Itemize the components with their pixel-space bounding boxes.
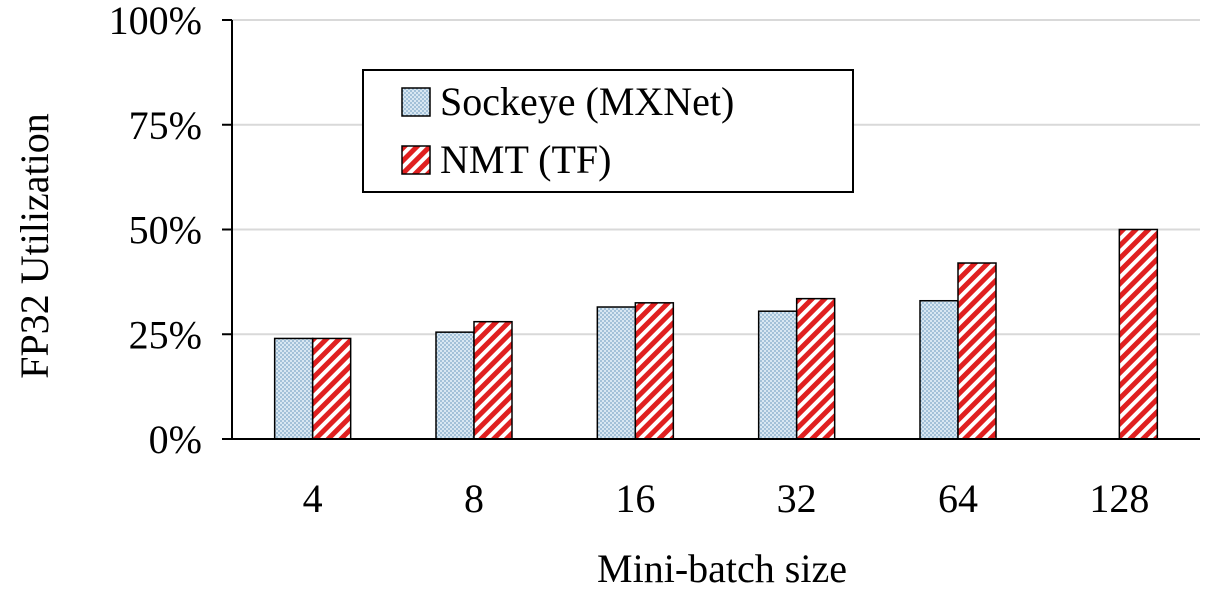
bar-sockeye — [273, 337, 314, 440]
legend-swatch-nmt — [401, 145, 431, 175]
x-axis-label: Mini-batch size — [597, 546, 847, 591]
x-tick-label: 32 — [777, 476, 817, 521]
y-tick-label: 75% — [129, 103, 202, 148]
bar-nmt — [795, 297, 836, 440]
legend-label-sockeye: Sockeye (MXNet) — [440, 79, 734, 124]
y-axis-label: FP32 Utilization — [12, 113, 57, 379]
y-tick-label: 0% — [149, 417, 202, 462]
bar-nmt — [1118, 228, 1159, 440]
y-tick-label: 100% — [109, 0, 202, 43]
legend-swatch-sockeye — [401, 87, 431, 117]
x-tick-label: 128 — [1089, 476, 1149, 521]
bar-nmt — [634, 302, 675, 440]
legend-label-nmt: NMT (TF) — [440, 137, 611, 182]
bar-nmt — [957, 262, 997, 440]
bar-sockeye — [757, 310, 798, 440]
x-tick-label: 16 — [615, 476, 655, 521]
x-tick-label: 8 — [464, 476, 484, 521]
y-tick-label: 25% — [129, 312, 202, 357]
x-tick-label: 64 — [938, 476, 978, 521]
y-tick-label: 50% — [129, 208, 202, 253]
x-tick-label: 4 — [303, 476, 323, 521]
legend-box — [362, 69, 854, 193]
bar-sockeye — [919, 299, 959, 440]
bar-nmt — [473, 320, 513, 440]
bar-sockeye — [435, 331, 475, 440]
bar-nmt — [311, 337, 352, 440]
legend: Sockeye (MXNet) NMT (TF) — [362, 69, 854, 193]
axes: 0% 25% 50% 75% 100% 4 8 16 32 64 128 — [109, 0, 1200, 521]
bar-sockeye — [596, 306, 637, 440]
